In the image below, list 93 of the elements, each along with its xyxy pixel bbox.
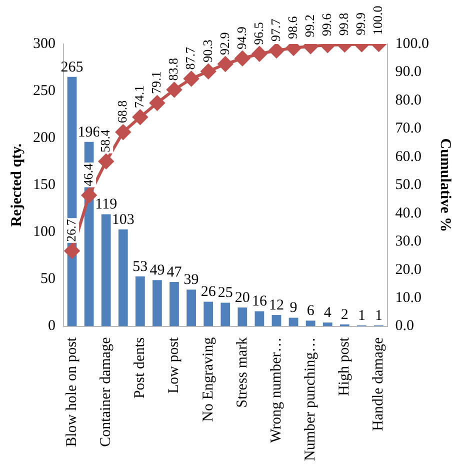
y2-tick-label: 30.0 — [395, 234, 422, 250]
data-label: 9 — [290, 300, 298, 316]
data-label: 16 — [252, 294, 268, 310]
y-tick-label: 50 — [40, 271, 56, 288]
point — [82, 188, 97, 203]
data-label: 1 — [358, 308, 366, 324]
y-tick-label: 250 — [33, 82, 56, 99]
bar — [170, 282, 179, 326]
data-label: 265 — [60, 59, 84, 76]
data-label: 68.8 — [114, 100, 130, 124]
x-tick-label: High post — [336, 336, 353, 396]
bar — [152, 280, 162, 326]
point — [64, 243, 80, 258]
y2-tick-label: 80.0 — [395, 92, 422, 108]
data-label: 100.0 — [370, 6, 386, 35]
data-label: 98.6 — [284, 16, 300, 39]
data-label: 103 — [112, 212, 134, 228]
bar — [101, 214, 111, 326]
point — [116, 124, 131, 140]
bar — [322, 322, 332, 326]
x-tick-label: Container damage — [98, 336, 114, 447]
y2-tick-label: 20.0 — [395, 262, 422, 278]
data-label: 2 — [340, 306, 348, 323]
y2-tick-label: 50.0 — [395, 177, 422, 194]
data-label: 1 — [374, 308, 382, 324]
point — [184, 71, 199, 86]
y-axis-title: Rejected qty. — [8, 143, 25, 227]
data-label: 119 — [95, 196, 118, 213]
x-tick-label: Number punching… — [302, 337, 319, 462]
x-tick-label: Stress mark — [234, 336, 250, 408]
y2-tick-label: 90.0 — [395, 64, 422, 80]
point — [150, 95, 165, 110]
data-label: 99.8 — [336, 12, 352, 36]
data-label: 90.3 — [200, 40, 215, 62]
x-tick-label: Wrong number… — [268, 337, 284, 443]
bar — [186, 290, 196, 326]
data-label: 74.1 — [132, 85, 147, 108]
y2-tick-label: 0.0 — [395, 318, 414, 334]
data-label: 26.7 — [63, 218, 78, 242]
data-label: 4 — [324, 304, 332, 321]
point — [268, 44, 284, 58]
data-label: 49 — [150, 262, 165, 279]
data-label: 79.1 — [148, 71, 164, 94]
data-label: 25 — [218, 285, 233, 302]
x-tick-label: Handle damage — [370, 336, 387, 431]
bar — [254, 311, 264, 326]
y-tick-label: 100 — [33, 224, 56, 240]
data-label: 92.9 — [216, 32, 232, 56]
y2-tick-label: 70.0 — [395, 120, 422, 137]
data-label: 99.2 — [302, 14, 317, 38]
x-tick-label: Blow hole on post — [64, 336, 80, 447]
point — [252, 46, 267, 62]
data-label: 39 — [184, 272, 199, 288]
x-tick-label: No Engraving — [200, 336, 216, 422]
data-label: 96.5 — [250, 22, 266, 45]
data-label: 87.7 — [182, 46, 198, 70]
data-label: 99.6 — [319, 12, 334, 36]
bar — [204, 302, 214, 326]
y2-axis-title: Cumulative % — [437, 138, 454, 232]
y-tick-label: 0 — [48, 318, 56, 334]
x-tick-label: Low post — [166, 336, 182, 394]
point — [132, 110, 148, 125]
bar — [238, 307, 248, 326]
x-tick-label: Post dents — [132, 337, 148, 399]
data-label: 94.9 — [234, 26, 249, 50]
data-label: 26 — [200, 284, 216, 300]
bar — [288, 318, 298, 326]
point — [200, 64, 216, 79]
data-label: 20 — [234, 290, 250, 306]
y-tick-label: 300 — [33, 36, 56, 52]
y2-tick-label: 60.0 — [395, 148, 422, 165]
data-label: 47 — [166, 264, 182, 280]
y2-tick-label: 40.0 — [395, 205, 422, 222]
data-label: 97.7 — [268, 18, 283, 42]
point — [166, 82, 182, 98]
point — [98, 154, 114, 169]
y2-tick-label: 10.0 — [395, 290, 422, 306]
y-tick-label: 200 — [33, 130, 56, 146]
bar — [118, 229, 128, 326]
point — [218, 56, 233, 72]
y2-tick-label: 100.0 — [395, 36, 429, 52]
point — [234, 50, 250, 66]
data-label: 53 — [132, 258, 148, 275]
data-label: 46.4 — [80, 163, 96, 186]
data-label: 83.8 — [166, 58, 181, 81]
data-label: 6 — [306, 303, 315, 320]
y-tick-label: 150 — [33, 177, 56, 194]
bar — [272, 314, 282, 326]
bar — [220, 302, 230, 326]
data-label: 12 — [268, 297, 284, 314]
data-label: 99.9 — [353, 12, 368, 36]
bar — [135, 276, 145, 326]
bar — [306, 320, 316, 326]
